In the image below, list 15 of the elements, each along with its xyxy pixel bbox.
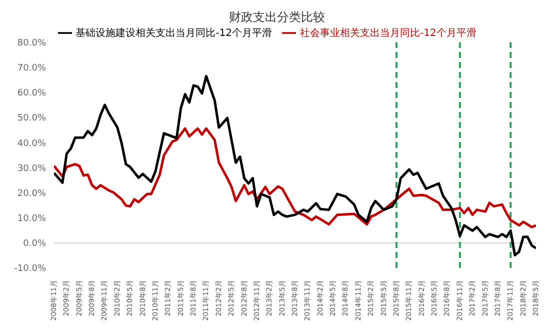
line-series bbox=[54, 127, 536, 228]
y-tick-label: -10.0% bbox=[14, 264, 46, 274]
legend-label: 社会事业相关支出当月同比-12个月平滑 bbox=[300, 28, 476, 39]
y-tick-label: 40.0% bbox=[17, 138, 46, 149]
chart-title: 财政支出分类比较 bbox=[228, 9, 326, 26]
y-tick-label: 30.0% bbox=[17, 164, 46, 174]
y-tick-label: 20.0% bbox=[17, 188, 46, 199]
legend-label: 基础设施建设相关支出当月同比-12个月平滑 bbox=[76, 28, 272, 39]
line-series bbox=[54, 74, 536, 256]
y-tick-label: 60.0% bbox=[17, 88, 46, 99]
y-tick-label: 50.0% bbox=[17, 114, 46, 124]
y-tick-label: 70.0% bbox=[17, 64, 46, 74]
y-tick-label: 10.0% bbox=[17, 214, 46, 224]
y-tick-label: 80.0% bbox=[17, 38, 46, 48]
y-tick-label: 0.0% bbox=[23, 239, 46, 250]
